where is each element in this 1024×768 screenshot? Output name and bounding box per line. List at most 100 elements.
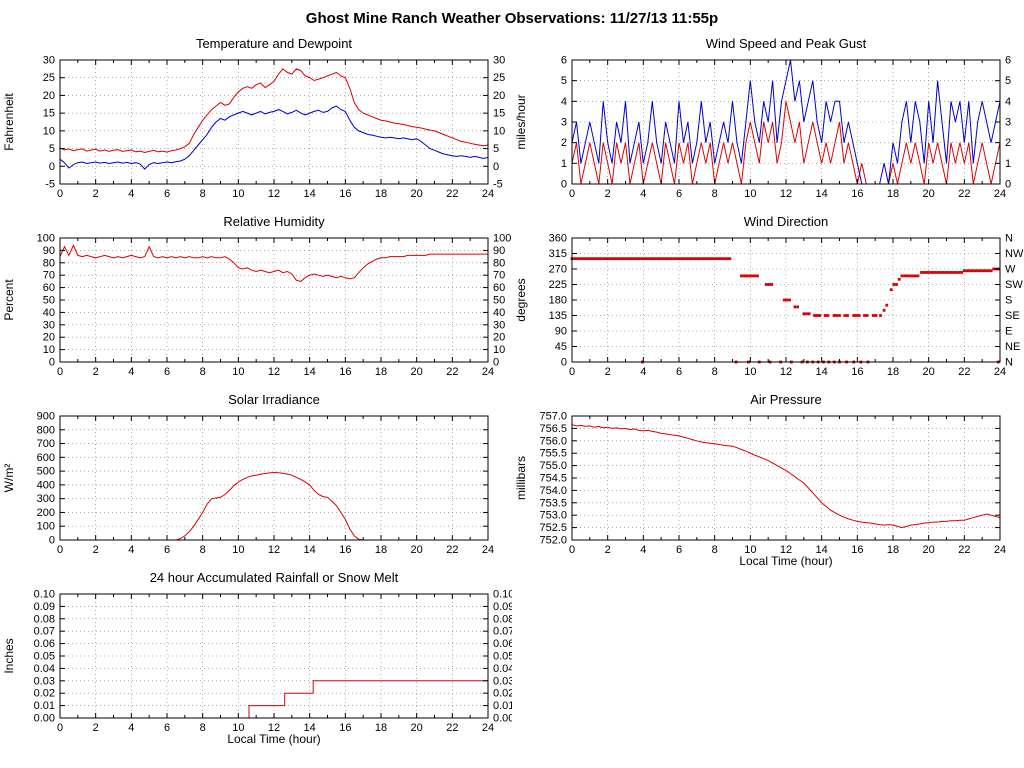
data-point	[685, 257, 689, 261]
tick-label: 4	[128, 722, 134, 734]
tick-label: 12	[268, 544, 280, 556]
tick-label: 80	[493, 257, 505, 269]
tick-label: 18	[375, 188, 387, 200]
chart-title: Wind Speed and Peak Gust	[706, 36, 867, 51]
data-point	[640, 257, 643, 261]
tick-label: 10	[232, 722, 244, 734]
solar-irradiance-plot: Solar Irradiance W/m² 0 2 4 6 8 10 12 14 16 18 20 2…	[2, 392, 494, 557]
tick-label: 752.0	[539, 535, 567, 547]
tick-label: 360	[549, 233, 567, 245]
tick-label: 8	[200, 366, 206, 378]
tick-label: 20	[923, 544, 935, 556]
tick-label: 500	[37, 466, 55, 478]
chart-title: Air Pressure	[750, 392, 822, 407]
data-point	[832, 314, 836, 317]
data-point	[602, 257, 606, 261]
tick-label: 0	[49, 535, 55, 547]
tick-label: 753.0	[539, 510, 567, 522]
y-axis-title: Inches	[2, 638, 16, 673]
tick-label: 18	[887, 366, 899, 378]
tick-label: 22	[446, 722, 458, 734]
tick-label: 10	[232, 544, 244, 556]
tick-label: 30	[43, 319, 55, 331]
data-point	[970, 269, 974, 273]
data-series	[571, 59, 1001, 185]
tick-label: 20	[923, 188, 935, 200]
data-point	[723, 257, 726, 261]
tick-label: 10	[744, 366, 756, 378]
data-point	[949, 271, 953, 274]
data-point	[764, 283, 768, 286]
data-point	[805, 312, 808, 316]
tick-label: W	[1005, 264, 1016, 276]
tick-label: 24	[994, 366, 1006, 378]
tick-label: 6	[164, 188, 170, 200]
tick-label: 2	[605, 544, 611, 556]
data-point	[933, 271, 937, 274]
tick-label: 6	[1005, 55, 1011, 67]
tick-label: 0	[569, 544, 575, 556]
data-point	[944, 271, 948, 274]
tick-label: 2	[93, 188, 99, 200]
tick-label: 6	[676, 544, 682, 556]
tick-label: 15	[43, 108, 55, 120]
tick-label: NE	[1005, 341, 1020, 353]
data-point	[913, 274, 917, 278]
tick-label: 8	[712, 366, 718, 378]
data-point	[785, 298, 789, 302]
tick-label: NW	[1005, 248, 1024, 260]
plot-area: 0 2 4 6 8 10 12 14 16 18 20 22 240100200300400500600…	[37, 411, 494, 557]
tick-label: 0.05	[34, 651, 55, 663]
data-point	[900, 274, 904, 278]
data-point	[704, 257, 708, 261]
data-point	[573, 257, 577, 261]
data-point	[666, 257, 670, 261]
data-point	[916, 274, 920, 278]
data-point	[905, 274, 909, 278]
data-point	[629, 257, 633, 261]
chart-title: Temperature and Dewpoint	[196, 36, 352, 51]
tick-label: 0.02	[34, 688, 55, 700]
data-point	[857, 314, 861, 317]
tick-label: 40	[43, 307, 55, 319]
data-point	[968, 269, 972, 273]
data-point	[879, 314, 882, 317]
data-point	[575, 257, 579, 261]
tick-label: 14	[816, 188, 828, 200]
tick-label: 14	[816, 366, 828, 378]
tick-label: 0	[49, 357, 55, 369]
tick-label: 10	[232, 366, 244, 378]
data-point	[715, 257, 718, 261]
tick-label: 0.03	[493, 675, 512, 687]
y-axis-title: Fahrenheit	[2, 93, 16, 151]
data-point	[813, 314, 816, 317]
data-point	[748, 274, 751, 278]
tick-label: 90	[43, 245, 55, 257]
tick-label: 0.01	[493, 700, 512, 712]
tick-label: 600	[37, 452, 55, 464]
tick-label: 8	[200, 544, 206, 556]
tick-label: 400	[37, 479, 55, 491]
tick-label: 50	[43, 295, 55, 307]
tick-label: 757.0	[539, 411, 567, 423]
tick-label: 756.0	[539, 435, 567, 447]
data-point	[618, 257, 622, 261]
tick-label: 180	[549, 295, 567, 307]
data-point	[583, 257, 587, 261]
plot-area: 0 2 4 6 8 10 12 14 16 18 20 22 240.00 0.000.01 0.010.0…	[34, 589, 512, 735]
tick-label: 24	[482, 188, 494, 200]
tick-label: E	[1005, 326, 1012, 338]
tick-label: 0.03	[34, 675, 55, 687]
tick-label: 6	[561, 55, 567, 67]
data-point	[682, 257, 686, 261]
data-point	[600, 257, 603, 261]
tick-label: 270	[549, 264, 567, 276]
tick-label: 16	[851, 188, 863, 200]
data-point	[745, 274, 749, 278]
data-series	[59, 68, 489, 154]
data-point	[608, 257, 611, 261]
tick-label: 20	[493, 332, 505, 344]
tick-label: 755.5	[539, 448, 567, 460]
tick-label: 315	[549, 248, 567, 260]
